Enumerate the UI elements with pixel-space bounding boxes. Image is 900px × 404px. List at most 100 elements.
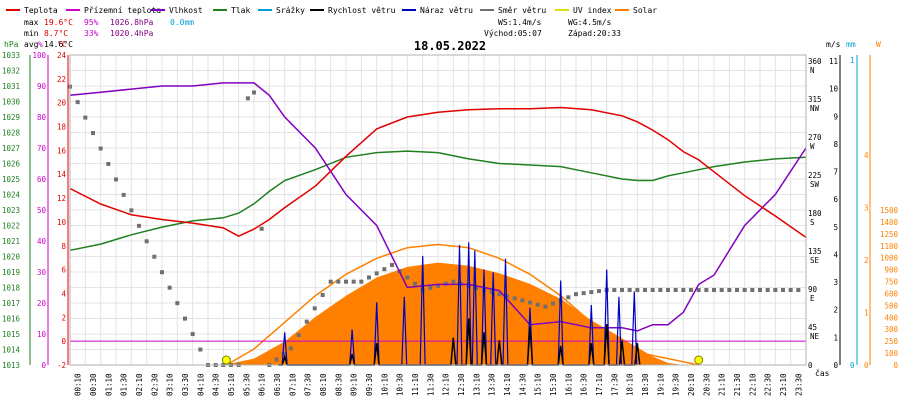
- wind-direction-point: [129, 208, 134, 213]
- x-tick-label: 11:30: [426, 373, 435, 396]
- wind-direction-point: [650, 288, 655, 292]
- legend-item: Tlak: [231, 6, 250, 15]
- wind-direction-point: [320, 293, 325, 297]
- hpa-tick-label: 1016: [2, 315, 21, 324]
- wind-direction-point: [489, 290, 494, 295]
- wind-direction-point: [121, 192, 126, 197]
- wind-direction-point: [106, 161, 111, 166]
- wind-direction-point: [742, 288, 747, 292]
- wind-direction-point: [420, 288, 425, 292]
- ms-tick-label: 1: [833, 333, 838, 342]
- degc-tick-label: 2: [61, 313, 66, 322]
- wind-direction-point: [428, 285, 433, 290]
- stat-sunset: Západ:20:33: [568, 29, 621, 38]
- wind-direction-point: [788, 288, 793, 292]
- wind-direction-point: [474, 285, 479, 290]
- x-tick-label: 08:30: [334, 373, 343, 396]
- x-tick-label: 03:30: [181, 373, 190, 396]
- hpa-tick-label: 1022: [2, 222, 20, 231]
- legend-item: Přízemní teplota: [84, 6, 161, 15]
- direction-name-label: NE: [810, 332, 820, 341]
- direction-tick-label: 270: [808, 133, 822, 142]
- w-tick-label: 0: [893, 361, 898, 370]
- x-tick-label: 18:30: [641, 373, 650, 396]
- x-tick-label: 17:10: [595, 373, 604, 396]
- wind-direction-point: [673, 288, 678, 292]
- wind-direction-point: [274, 357, 279, 362]
- degc-tick-label: 24: [57, 51, 67, 60]
- unit-w: W: [876, 40, 881, 49]
- wind-direction-point: [528, 300, 532, 305]
- x-tick-label: 15:30: [549, 373, 558, 396]
- wind-direction-point: [252, 90, 256, 95]
- stat-min-temp: 8.7°C: [44, 29, 68, 38]
- direction-tick-label: 0: [808, 361, 813, 370]
- hpa-tick-label: 1015: [2, 330, 20, 339]
- stat-avg-label: avg: [24, 40, 39, 49]
- wind-direction-point: [359, 279, 364, 284]
- wind-direction-point: [312, 306, 317, 311]
- hpa-tick-label: 1018: [2, 284, 21, 293]
- wind-direction-point: [627, 288, 632, 292]
- direction-name-label: SE: [810, 256, 820, 265]
- x-tick-label: 19:10: [656, 373, 665, 396]
- unit-mm: mm: [846, 40, 856, 49]
- pct-tick-label: 70: [37, 144, 47, 153]
- wind-direction-point: [367, 275, 371, 280]
- degc-tick-label: 20: [57, 99, 67, 108]
- hpa-tick-label: 1029: [2, 113, 20, 122]
- wind-direction-point: [520, 298, 525, 303]
- x-tick-label: 07:10: [288, 373, 297, 396]
- plot-frame: [69, 54, 807, 366]
- wind-direction-point: [689, 288, 693, 292]
- x-tick-label: 00:30: [89, 373, 98, 396]
- hpa-tick-label: 1013: [2, 361, 20, 370]
- hpa-tick-label: 1032: [2, 67, 20, 76]
- wind-direction-point: [183, 316, 187, 321]
- unit-hpa: hPa: [4, 40, 19, 49]
- stat-max-label: max: [24, 18, 39, 27]
- w-tick-label: 1400: [880, 218, 899, 227]
- series-layer: [68, 82, 807, 367]
- uv-tick-label: 3: [864, 204, 869, 213]
- w-tick-label: 300: [884, 325, 898, 334]
- wind-direction-point: [658, 288, 663, 292]
- hpa-tick-label: 1031: [2, 82, 20, 91]
- pct-tick-label: 90: [37, 82, 47, 91]
- wind-direction-point: [635, 288, 640, 292]
- wind-direction-point: [175, 301, 180, 306]
- degc-tick-label: 22: [57, 75, 66, 84]
- wind-direction-point: [574, 292, 578, 297]
- direction-name-label: NW: [810, 104, 820, 113]
- pct-tick-label: 10: [37, 330, 47, 339]
- w-tick-label: 1500: [880, 206, 899, 215]
- wind-direction-point: [620, 288, 624, 292]
- wind-direction-point: [597, 289, 601, 294]
- wind-direction-point: [382, 267, 387, 272]
- pressure-line: [69, 150, 807, 252]
- wind-direction-point: [451, 279, 456, 284]
- axes-layer: 1033103210311030102910281027102610251024…: [2, 51, 898, 396]
- hpa-tick-label: 1017: [2, 299, 20, 308]
- hpa-tick-label: 1026: [2, 160, 21, 169]
- x-tick-label: 06:30: [273, 373, 282, 396]
- wind-direction-point: [405, 275, 410, 280]
- humidity-line: [69, 82, 807, 332]
- w-tick-label: 900: [884, 266, 898, 275]
- degc-tick-label: 18: [57, 123, 67, 132]
- x-tick-label: 20:30: [702, 373, 711, 396]
- uv-tick-label: 0: [864, 361, 869, 370]
- stats-block: max 19.6°C 95% 1026.8hPa 0.0mm min 8.7°C…: [24, 18, 621, 49]
- solar-area: [223, 262, 684, 365]
- wind-direction-point: [704, 288, 709, 292]
- wind-direction-point: [288, 346, 293, 351]
- x-tick-label: 09:10: [350, 373, 359, 396]
- hpa-tick-label: 1024: [2, 191, 21, 200]
- degc-tick-label: 14: [57, 170, 67, 179]
- direction-name-label: E: [810, 294, 815, 303]
- wind-direction-point: [681, 288, 686, 292]
- pct-tick-label: 40: [37, 237, 47, 246]
- wind-direction-point: [390, 263, 394, 267]
- direction-tick-label: 135: [808, 247, 822, 256]
